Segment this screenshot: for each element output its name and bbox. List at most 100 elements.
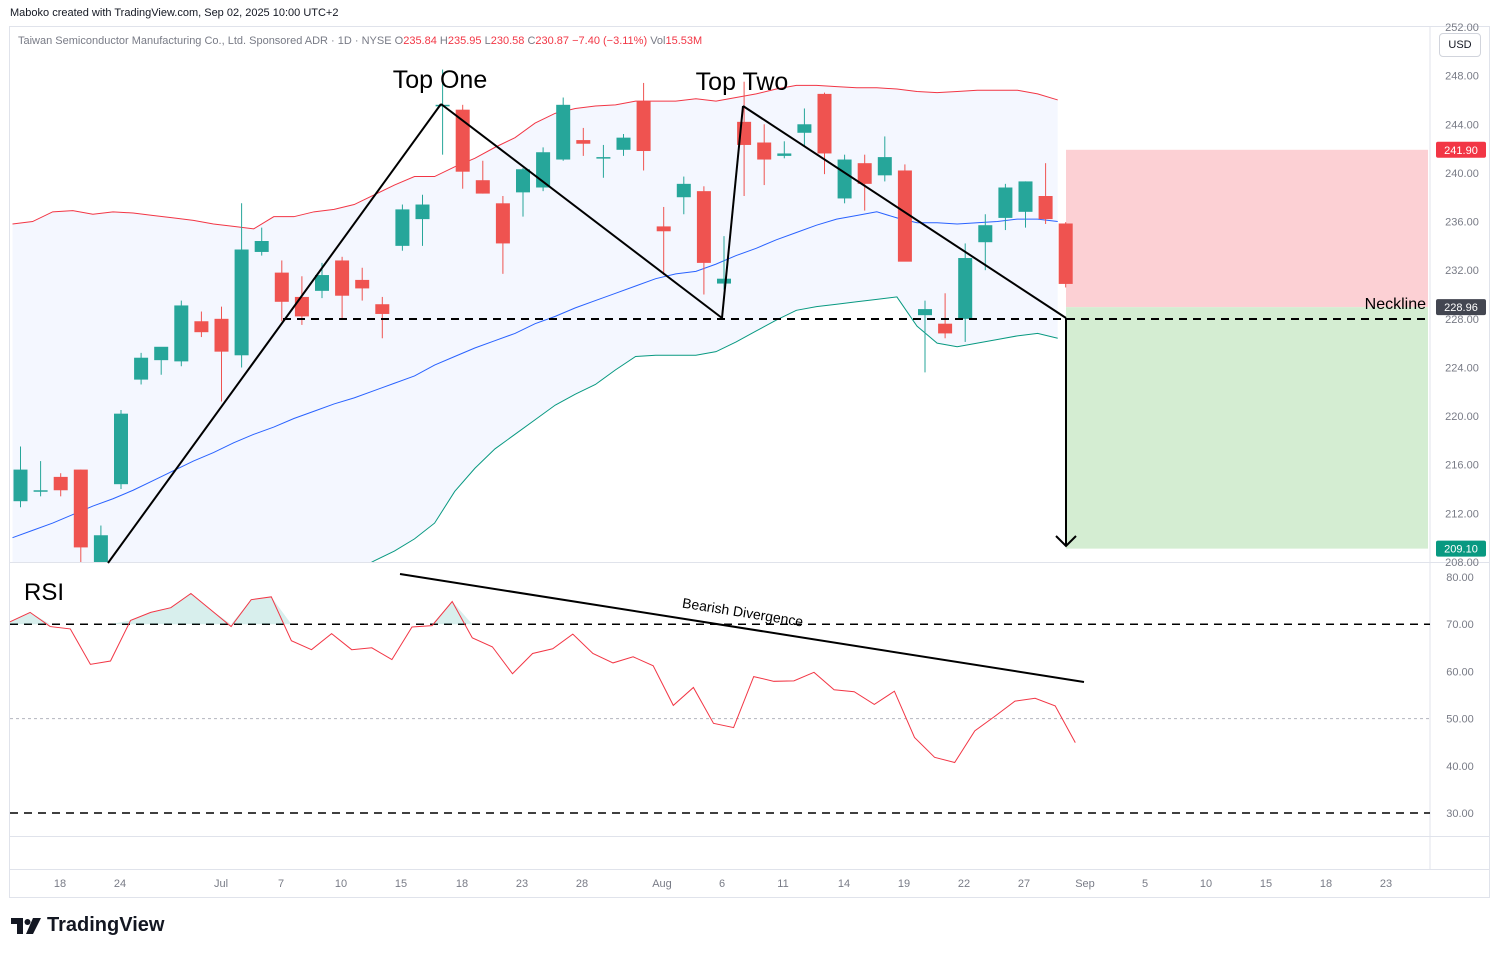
candle-body bbox=[73, 469, 88, 548]
neckline-price-badge bbox=[1436, 299, 1486, 316]
candle-body bbox=[938, 323, 953, 334]
top-two-rise-line bbox=[721, 105, 744, 319]
high-value: 235.95 bbox=[447, 35, 482, 47]
low-label: L bbox=[484, 35, 491, 47]
time-tick-label: 18 bbox=[456, 878, 468, 890]
chart-canvas[interactable]: Top One Top Two Neckline 208.00 212.00 216.0… bbox=[0, 0, 1500, 900]
candle-body bbox=[1058, 223, 1073, 284]
tradingview-brand: TradingView bbox=[11, 914, 164, 937]
price-tick-label: 236.00 bbox=[1445, 217, 1479, 229]
time-tick-label: 24 bbox=[114, 878, 126, 890]
candle-body bbox=[636, 101, 651, 152]
volume-label: Vol bbox=[650, 35, 666, 47]
time-tick-label: 11 bbox=[777, 878, 788, 890]
time-tick-label: 7 bbox=[278, 878, 284, 890]
bearish-divergence-line bbox=[399, 573, 1085, 683]
candle-body bbox=[596, 157, 611, 159]
rsi-title: RSI bbox=[24, 579, 64, 606]
open-value: 235.84 bbox=[403, 35, 437, 47]
candle-body bbox=[294, 296, 309, 317]
time-tick-label: 22 bbox=[958, 878, 970, 890]
candle-body bbox=[174, 305, 189, 362]
candle-body bbox=[455, 109, 470, 172]
time-tick-label: 18 bbox=[1320, 878, 1332, 890]
candle-body bbox=[355, 279, 370, 289]
candle-body bbox=[335, 260, 350, 296]
candle-body bbox=[516, 169, 530, 193]
time-tick-label: 6 bbox=[719, 878, 725, 890]
rsi-pane: RSI30.0040.0050.0060.0070.0080.00Bearish… bbox=[9, 572, 1474, 820]
bollinger-lower bbox=[371, 296, 1058, 562]
time-tick-label: Jul bbox=[214, 878, 228, 890]
candle-body bbox=[154, 346, 169, 361]
price-tick-label: 228.00 bbox=[1445, 314, 1479, 326]
bollinger-upper bbox=[12, 84, 1058, 230]
price-tick-label: 220.00 bbox=[1445, 411, 1479, 423]
candle-body bbox=[53, 476, 68, 491]
candles bbox=[13, 69, 1073, 562]
candle-group bbox=[13, 69, 1073, 562]
candle-body bbox=[616, 137, 631, 150]
symbol-name: Taiwan Semiconductor Manufacturing Co., … bbox=[18, 35, 392, 47]
volume-value: 15.53M bbox=[665, 35, 703, 47]
brand-wordmark: TradingView bbox=[47, 914, 165, 936]
neckline-label: Neckline bbox=[1365, 296, 1426, 313]
time-tick-label: 10 bbox=[335, 878, 347, 890]
stop-price-badge bbox=[1436, 141, 1486, 158]
top-two-label: Top Two bbox=[696, 68, 789, 96]
time-tick-label: 14 bbox=[838, 878, 850, 890]
candle-body bbox=[998, 187, 1013, 218]
candle-body bbox=[114, 413, 128, 485]
time-tick-label: 23 bbox=[516, 878, 528, 890]
time-axis[interactable]: 18 24 Jul 7 10 15 18 23 28 Aug 6 11 14 19 22 27 Sep 5 10 15… bbox=[54, 878, 1392, 890]
bollinger-bands bbox=[12, 84, 1058, 562]
candle-body bbox=[757, 142, 772, 160]
candle-body bbox=[214, 318, 229, 352]
price-tick-label: 216.00 bbox=[1445, 460, 1479, 472]
candle-body bbox=[375, 304, 390, 314]
bollinger-basis bbox=[12, 211, 1058, 539]
target-price-badge-label: 209.10 bbox=[1444, 544, 1478, 556]
top-two-fall-line bbox=[742, 105, 1067, 319]
candle-body bbox=[556, 104, 571, 160]
high-label: H bbox=[439, 35, 448, 47]
candle-body bbox=[656, 226, 671, 232]
currency-button[interactable]: USD bbox=[1439, 33, 1481, 57]
candle-body bbox=[274, 272, 289, 302]
candle-body bbox=[897, 170, 912, 262]
time-tick-label: Sep bbox=[1075, 878, 1095, 890]
risk-reward-zones bbox=[1066, 149, 1428, 549]
symbol-legend[interactable]: Taiwan Semiconductor Manufacturing Co., … bbox=[18, 35, 702, 47]
candle-body bbox=[797, 124, 812, 133]
candle-body bbox=[134, 357, 149, 380]
candle-body bbox=[958, 258, 973, 319]
open-label: O bbox=[394, 35, 404, 47]
pattern-drawings: Top One Top Two Neckline bbox=[107, 66, 1430, 564]
rsi-tick-label: 70.00 bbox=[1446, 619, 1474, 631]
price-tick-label: 244.00 bbox=[1445, 119, 1479, 131]
rsi-tick-label: 40.00 bbox=[1446, 761, 1474, 773]
chart-credit: Maboko created with TradingView.com, Sep… bbox=[10, 7, 339, 19]
candle-body bbox=[857, 163, 872, 184]
target-price-badge bbox=[1436, 540, 1486, 557]
time-tick-label: 27 bbox=[1018, 878, 1030, 890]
time-tick-label: 15 bbox=[1260, 878, 1272, 890]
candle-body bbox=[194, 321, 209, 333]
stop-loss-zone bbox=[1066, 149, 1428, 308]
candle-body bbox=[717, 278, 731, 284]
time-tick-label: 28 bbox=[576, 878, 588, 890]
target-arrow-head bbox=[1055, 535, 1077, 548]
candle-body bbox=[234, 249, 249, 356]
top-one-rise-line bbox=[107, 103, 442, 564]
candle-body bbox=[93, 535, 108, 562]
rsi-tick-label: 60.00 bbox=[1446, 666, 1474, 678]
close-value: 230.87 bbox=[535, 35, 570, 47]
candle-body bbox=[877, 157, 892, 176]
rsi-tick-label: 30.00 bbox=[1446, 808, 1474, 820]
bollinger-group bbox=[12, 84, 1058, 562]
price-tick-label: 248.00 bbox=[1445, 71, 1479, 83]
top-one-label: Top One bbox=[393, 66, 488, 94]
candle-body bbox=[978, 225, 993, 243]
candle-body bbox=[817, 93, 832, 154]
price-axis[interactable]: 208.00 212.00 216.00 220.00 224.00 228.00 232.… bbox=[1429, 22, 1486, 870]
